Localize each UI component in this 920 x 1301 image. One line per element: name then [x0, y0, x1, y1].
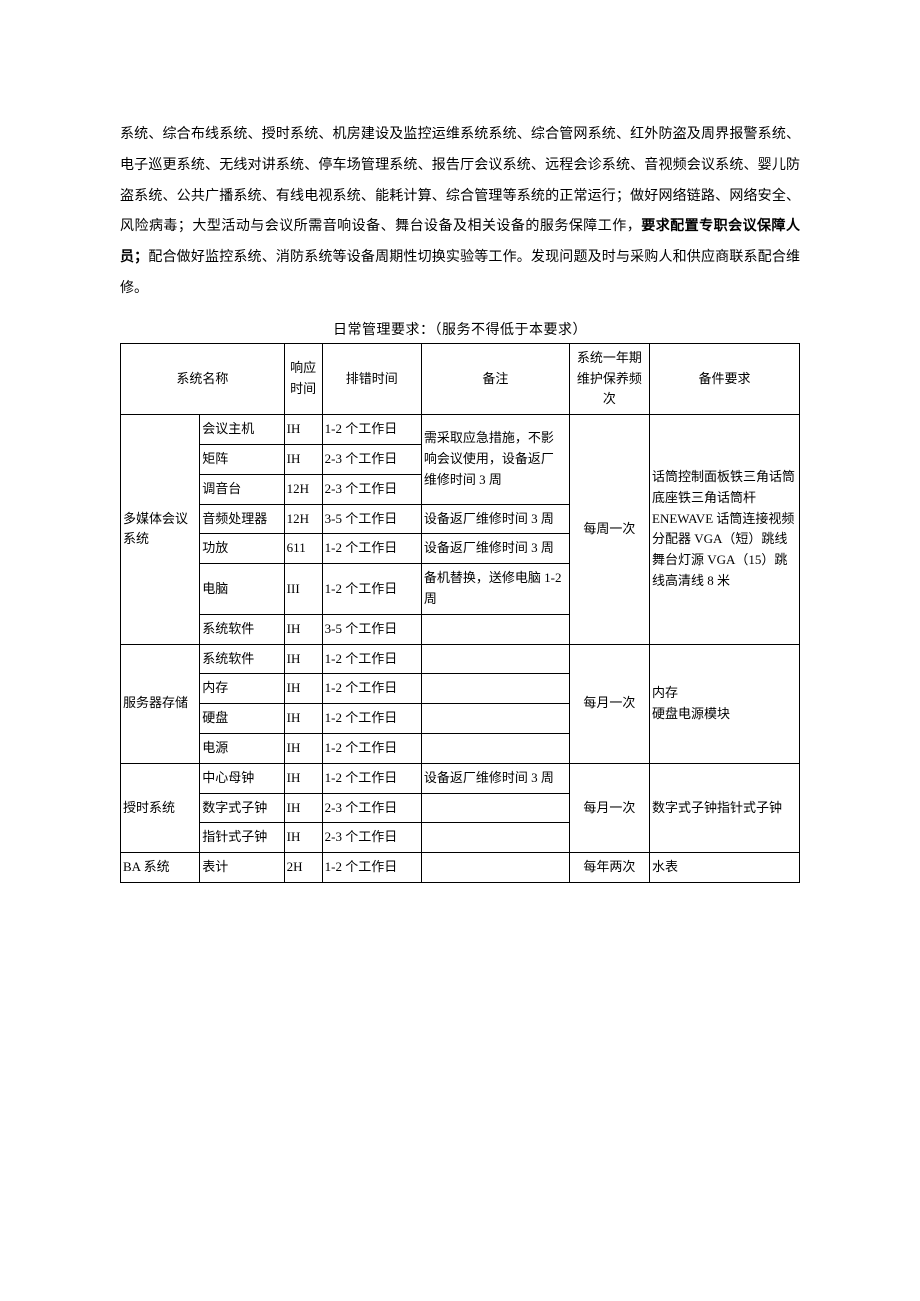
maintenance-table: 系统名称 响应时间 排错时间 备注 系统一年期维护保养频次 备件要求 多媒体会议… — [120, 343, 800, 883]
cell-sub: 会议主机 — [200, 415, 284, 445]
cell-time: 2-3 个工作日 — [322, 444, 421, 474]
cell-note: 设备返厂维修时间 3 周 — [421, 534, 569, 564]
table-row: 服务器存储系统软件IH1-2 个工作日每月一次内存 硬盘电源模块 — [121, 644, 800, 674]
cell-spare: 话筒控制面板铁三角话筒底座铁三角话筒杆 ENEWAVE 话筒连接视频分配器 VG… — [650, 415, 800, 644]
cell-sub: 硬盘 — [200, 704, 284, 734]
cell-time: 1-2 个工作日 — [322, 644, 421, 674]
cell-freq: 每年两次 — [569, 853, 649, 883]
cell-freq: 每月一次 — [569, 644, 649, 763]
cell-time: 1-2 个工作日 — [322, 704, 421, 734]
cell-system: BA 系统 — [121, 853, 200, 883]
cell-system: 多媒体会议系统 — [121, 415, 200, 644]
cell-response: 2H — [284, 853, 322, 883]
cell-response: IH — [284, 644, 322, 674]
cell-note — [421, 853, 569, 883]
cell-note: 备机替换，送修电脑 1-2周 — [421, 564, 569, 615]
cell-sub: 系统软件 — [200, 644, 284, 674]
cell-sub: 矩阵 — [200, 444, 284, 474]
th-spare-requirement: 备件要求 — [650, 343, 800, 414]
cell-spare: 内存 硬盘电源模块 — [650, 644, 800, 763]
cell-time: 1-2 个工作日 — [322, 564, 421, 615]
cell-response: 12H — [284, 474, 322, 504]
cell-sub: 功放 — [200, 534, 284, 564]
cell-time: 1-2 个工作日 — [322, 733, 421, 763]
cell-sub: 音频处理器 — [200, 504, 284, 534]
para-run-3: 配合做好监控系统、消防系统等设备周期性切换实验等工作。发现问题及时与采购人和供应… — [120, 250, 800, 296]
cell-time: 1-2 个工作日 — [322, 763, 421, 793]
cell-note: 设备返厂维修时间 3 周 — [421, 763, 569, 793]
table-header-row: 系统名称 响应时间 排错时间 备注 系统一年期维护保养频次 备件要求 — [121, 343, 800, 414]
cell-sub: 电脑 — [200, 564, 284, 615]
cell-time: 3-5 个工作日 — [322, 504, 421, 534]
cell-response: 611 — [284, 534, 322, 564]
cell-sub: 中心母钟 — [200, 763, 284, 793]
cell-note — [421, 823, 569, 853]
intro-paragraph: 系统、综合布线系统、授时系统、机房建设及监控运维系统系统、综合管网系统、红外防盗… — [120, 120, 800, 305]
cell-response: IH — [284, 674, 322, 704]
cell-sub: 系统软件 — [200, 614, 284, 644]
cell-response: IH — [284, 614, 322, 644]
cell-system: 服务器存储 — [121, 644, 200, 763]
cell-response: IH — [284, 444, 322, 474]
cell-note — [421, 793, 569, 823]
th-troubleshoot-time: 排错时间 — [322, 343, 421, 414]
table-row: 授时系统中心母钟IH1-2 个工作日设备返厂维修时间 3 周每月一次数字式子钟指… — [121, 763, 800, 793]
cell-note: 需采取应急措施，不影响会议使用，设备返厂维修时间 3 周 — [421, 415, 569, 504]
cell-response: IH — [284, 704, 322, 734]
table-caption: 日常管理要求：（服务不得低于本要求） — [120, 319, 800, 339]
table-row: 多媒体会议系统会议主机IH1-2 个工作日需采取应急措施，不影响会议使用，设备返… — [121, 415, 800, 445]
table-row: BA 系统表计2H1-2 个工作日 每年两次水表 — [121, 853, 800, 883]
cell-response: IH — [284, 823, 322, 853]
th-annual-maintenance: 系统一年期维护保养频次 — [569, 343, 649, 414]
cell-note — [421, 704, 569, 734]
th-remark: 备注 — [421, 343, 569, 414]
cell-note — [421, 614, 569, 644]
cell-time: 1-2 个工作日 — [322, 415, 421, 445]
cell-time: 2-3 个工作日 — [322, 474, 421, 504]
cell-response: IH — [284, 733, 322, 763]
cell-time: 1-2 个工作日 — [322, 674, 421, 704]
cell-note — [421, 733, 569, 763]
cell-freq: 每月一次 — [569, 763, 649, 852]
cell-sub: 电源 — [200, 733, 284, 763]
cell-response: IH — [284, 793, 322, 823]
cell-time: 3-5 个工作日 — [322, 614, 421, 644]
cell-note — [421, 644, 569, 674]
cell-response: III — [284, 564, 322, 615]
cell-time: 2-3 个工作日 — [322, 823, 421, 853]
cell-time: 2-3 个工作日 — [322, 793, 421, 823]
cell-spare: 数字式子钟指针式子钟 — [650, 763, 800, 852]
cell-sub: 指针式子钟 — [200, 823, 284, 853]
cell-note: 设备返厂维修时间 3 周 — [421, 504, 569, 534]
cell-sub: 表计 — [200, 853, 284, 883]
th-system-name: 系统名称 — [121, 343, 285, 414]
cell-system: 授时系统 — [121, 763, 200, 852]
th-response-time: 响应时间 — [284, 343, 322, 414]
cell-sub: 数字式子钟 — [200, 793, 284, 823]
cell-sub: 内存 — [200, 674, 284, 704]
cell-note — [421, 674, 569, 704]
cell-response: IH — [284, 763, 322, 793]
cell-time: 1-2 个工作日 — [322, 534, 421, 564]
cell-spare: 水表 — [650, 853, 800, 883]
cell-freq: 每周一次 — [569, 415, 649, 644]
cell-sub: 调音台 — [200, 474, 284, 504]
cell-response: 12H — [284, 504, 322, 534]
cell-response: IH — [284, 415, 322, 445]
cell-time: 1-2 个工作日 — [322, 853, 421, 883]
